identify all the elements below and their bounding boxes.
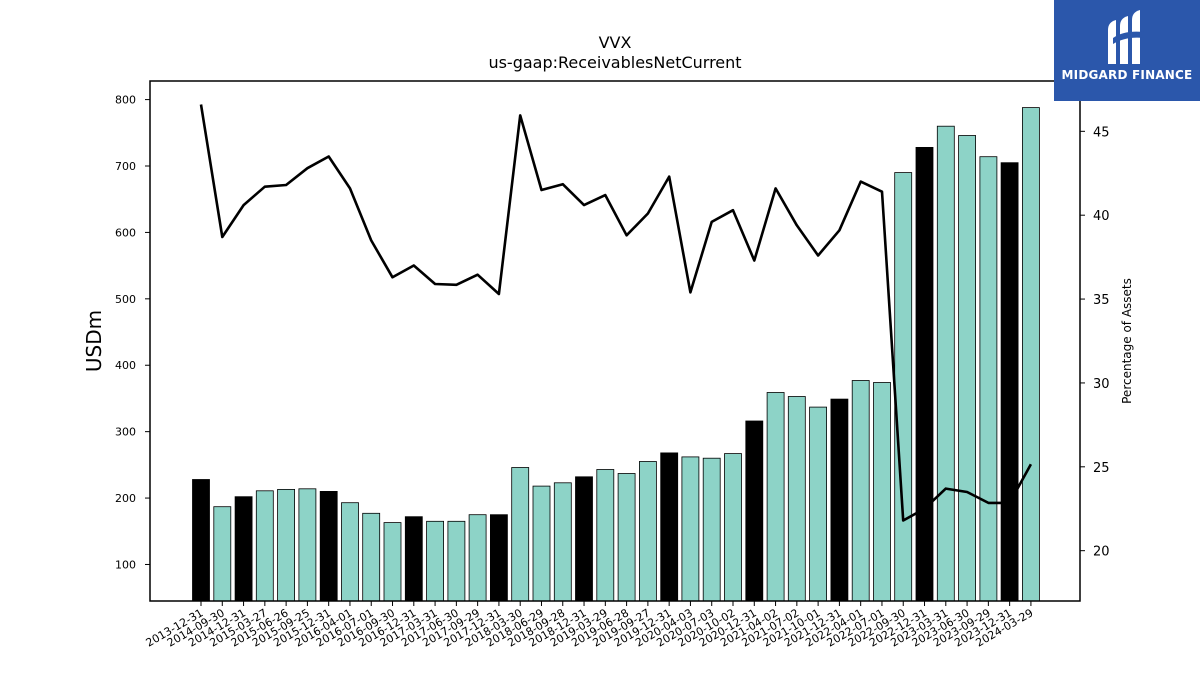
bar bbox=[298, 488, 317, 602]
bar bbox=[745, 420, 764, 602]
bar bbox=[341, 502, 359, 602]
bar bbox=[1000, 162, 1019, 602]
bar bbox=[724, 453, 742, 602]
y2-tick-label: 35 bbox=[1093, 293, 1110, 308]
bar bbox=[511, 467, 530, 602]
bar bbox=[617, 473, 636, 602]
bar bbox=[596, 469, 615, 602]
chart-title: VVX bbox=[599, 33, 632, 52]
bar bbox=[553, 482, 572, 602]
bar bbox=[681, 456, 700, 602]
bar bbox=[787, 396, 806, 602]
y2-tick-label: 45 bbox=[1093, 125, 1110, 140]
y-tick-label: 400 bbox=[115, 359, 136, 372]
brand-logo: MIDGARD FINANCE bbox=[1054, 0, 1200, 101]
bar bbox=[468, 514, 487, 602]
y-tick-label: 600 bbox=[115, 226, 136, 239]
bar bbox=[192, 479, 210, 602]
bar bbox=[958, 135, 976, 602]
bar bbox=[447, 520, 466, 602]
y2-tick-label: 25 bbox=[1093, 461, 1110, 476]
bar bbox=[915, 146, 934, 602]
bar bbox=[766, 392, 785, 602]
bar bbox=[660, 452, 679, 602]
y-tick-label: 800 bbox=[115, 94, 136, 107]
bar bbox=[532, 485, 551, 602]
bar bbox=[851, 380, 870, 602]
bar bbox=[936, 125, 955, 602]
y-tick-label: 200 bbox=[115, 492, 136, 505]
bar bbox=[702, 457, 721, 602]
bar bbox=[979, 156, 998, 602]
y2-tick-label: 30 bbox=[1093, 377, 1110, 392]
bar bbox=[277, 488, 296, 602]
bar bbox=[489, 514, 508, 602]
bar bbox=[809, 406, 827, 602]
plot-frame bbox=[149, 80, 1081, 602]
bar bbox=[234, 496, 253, 602]
y-tick-label: 500 bbox=[115, 293, 136, 306]
y-tick-label: 300 bbox=[115, 426, 136, 439]
y-tick-label: 700 bbox=[115, 160, 136, 173]
bar bbox=[383, 522, 402, 602]
y2-tick-label: 20 bbox=[1093, 545, 1110, 560]
bar bbox=[894, 172, 913, 602]
bar bbox=[255, 490, 274, 602]
midgard-logo-icon bbox=[1108, 10, 1144, 64]
y-axis-label: USDm bbox=[82, 310, 106, 372]
y2-axis-label: Percentage of Assets bbox=[1120, 278, 1134, 404]
bar bbox=[362, 512, 381, 602]
bar bbox=[873, 382, 891, 602]
chart-subtitle: us-gaap:ReceivablesNetCurrent bbox=[488, 53, 741, 72]
brand-name: MIDGARD FINANCE bbox=[1061, 68, 1193, 82]
bar bbox=[639, 461, 657, 602]
series-line bbox=[199, 104, 1033, 522]
bar bbox=[213, 506, 232, 602]
bar bbox=[426, 520, 445, 602]
bar bbox=[575, 476, 593, 602]
bar bbox=[404, 516, 423, 602]
y-tick-label: 100 bbox=[115, 558, 136, 571]
bar bbox=[1022, 107, 1040, 602]
bar bbox=[319, 490, 338, 602]
y2-tick-label: 40 bbox=[1093, 209, 1110, 224]
bar bbox=[830, 398, 849, 602]
